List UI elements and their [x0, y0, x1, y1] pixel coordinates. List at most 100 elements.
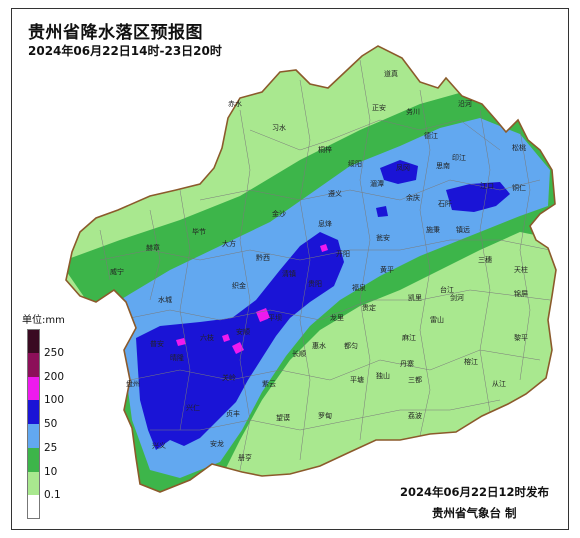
city-label: 天柱: [514, 265, 528, 274]
city-label: 余庆: [406, 193, 420, 202]
legend-color-bar: [27, 329, 40, 519]
page-title: 贵州省降水落区预报图: [28, 23, 203, 43]
legend-unit-label: 单位:mm: [22, 315, 65, 326]
city-label: 水城: [158, 295, 172, 304]
city-label: 三穗: [478, 255, 492, 264]
city-label: 黄平: [380, 265, 394, 274]
city-label: 普安: [150, 339, 164, 348]
city-label: 册亨: [238, 453, 252, 462]
city-label: 道真: [384, 69, 398, 78]
legend-level-label: 100: [44, 394, 65, 407]
legend-level-label: 200: [44, 370, 65, 383]
city-label: 榕江: [464, 357, 478, 366]
city-label: 赫章: [146, 243, 160, 252]
city-label: 桐梓: [318, 145, 332, 154]
legend-swatch: [27, 495, 40, 519]
city-label: 台江: [440, 285, 454, 294]
city-label: 安顺: [236, 327, 250, 336]
city-label: 关岭: [222, 373, 236, 382]
city-label: 印江: [452, 154, 466, 162]
city-label: 绥阳: [348, 159, 362, 168]
precip-magenta-spot-5: [222, 334, 230, 342]
legend-swatch: [27, 400, 40, 424]
city-label: 正安: [372, 103, 386, 112]
city-label: 凯里: [408, 293, 422, 302]
legend-level-label: 0.1: [44, 489, 61, 502]
precip-magenta-spot-1: [256, 308, 270, 322]
legend-swatch: [27, 424, 40, 448]
city-label: 六枝: [200, 333, 214, 342]
city-label: 锦屏: [514, 289, 528, 298]
city-label: 思南: [436, 161, 450, 170]
city-label: 务川: [406, 107, 420, 116]
city-labels: 道真 沿河 正安 务川 德江 印江 松桃 铜仁 习水 桐梓 绥阳 凤冈 思南 江…: [110, 69, 528, 462]
city-label: 长顺: [292, 349, 306, 358]
legend-swatch: [27, 471, 40, 496]
city-label: 施秉: [426, 225, 440, 234]
city-label: 盘州: [126, 379, 140, 388]
legend-level-label: 250: [44, 346, 65, 359]
city-label: 黔西: [256, 253, 270, 262]
city-label: 江口: [480, 182, 494, 190]
city-label: 安龙: [210, 439, 224, 448]
city-label: 雷山: [430, 315, 444, 324]
precip-blue-zone-north: [380, 160, 418, 184]
city-label: 紫云: [262, 380, 276, 388]
city-label: 石阡: [438, 199, 452, 208]
forecast-period: 2024年06月22日14时-23日20时: [28, 44, 222, 58]
legend-level-label: 50: [44, 418, 58, 430]
city-label: 织金: [232, 281, 246, 290]
city-label: 麻江: [402, 333, 416, 342]
city-label: 凤冈: [396, 164, 410, 172]
city-label: 德江: [424, 131, 438, 140]
city-label: 沿河: [458, 99, 472, 108]
city-label: 荔波: [408, 411, 422, 420]
city-label: 惠水: [312, 341, 326, 350]
city-label: 威宁: [110, 267, 124, 276]
precip-magenta-spot-3: [176, 338, 186, 346]
city-label: 遵义: [328, 189, 342, 198]
city-label: 铜仁: [512, 183, 526, 192]
precip-magenta-spot-4: [320, 244, 328, 252]
city-label: 丹寨: [400, 359, 414, 368]
city-label: 息烽: [318, 219, 332, 228]
city-label: 独山: [376, 371, 390, 380]
county-boundaries: [99, 59, 551, 471]
city-label: 晴隆: [170, 353, 184, 362]
city-label: 都匀: [344, 341, 358, 350]
city-label: 大方: [222, 239, 236, 248]
legend-swatch: [27, 447, 40, 472]
issue-time: 2024年06月22日12时发布: [400, 485, 550, 499]
city-label: 镇远: [456, 225, 470, 234]
city-label: 从江: [492, 380, 506, 388]
agency-credit: 贵州省气象台 制: [432, 506, 517, 520]
city-label: 贵阳: [308, 279, 322, 288]
city-label: 清镇: [282, 269, 296, 278]
city-label: 金沙: [272, 209, 286, 218]
city-label: 龙里: [330, 313, 344, 322]
legend-swatch: [27, 352, 40, 377]
legend-level-label: 25: [44, 441, 58, 454]
city-label: 兴义: [152, 441, 166, 450]
city-label: 平塘: [350, 375, 364, 384]
precip-blue-zone-northeast: [446, 182, 510, 212]
city-label: 平坝: [268, 313, 282, 322]
precip-blue-zone-small: [376, 206, 388, 217]
city-label: 贵定: [362, 303, 376, 312]
city-label: 松桃: [512, 143, 526, 152]
city-label: 毕节: [192, 227, 206, 236]
city-label: 黎平: [514, 333, 528, 342]
city-label: 罗甸: [318, 411, 332, 420]
legend-swatch: [27, 376, 40, 401]
city-label: 三都: [408, 376, 422, 384]
city-label: 湄潭: [370, 179, 384, 188]
precip-blue-zone-west: [136, 232, 344, 450]
city-label: 赤水: [228, 99, 242, 108]
city-label: 剑河: [450, 293, 464, 302]
precip-magenta-spot-2: [232, 342, 244, 354]
city-label: 望谟: [276, 413, 290, 422]
city-label: 瓮安: [376, 233, 390, 242]
city-label: 贞丰: [226, 409, 240, 418]
